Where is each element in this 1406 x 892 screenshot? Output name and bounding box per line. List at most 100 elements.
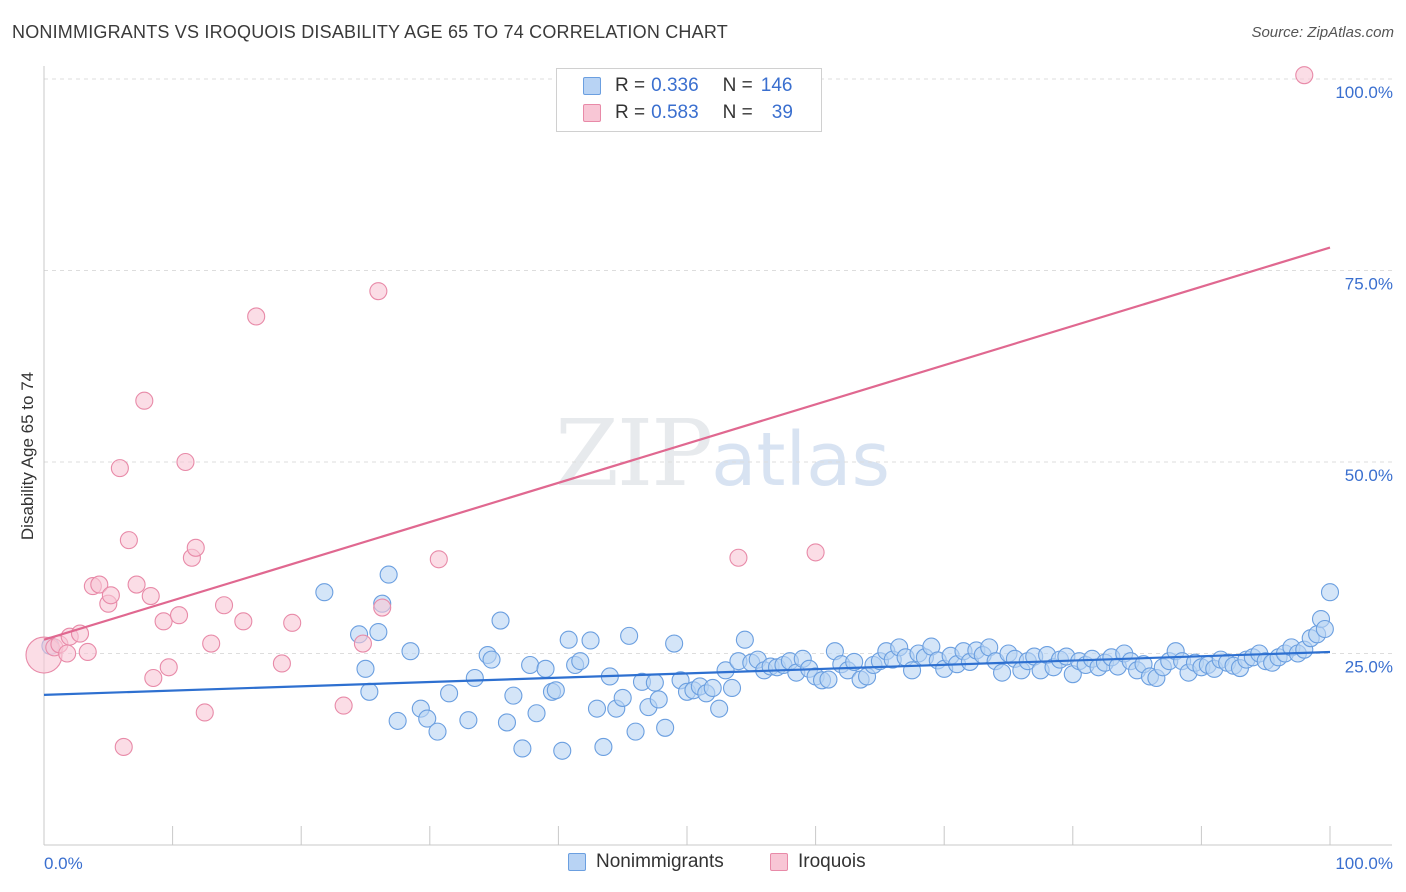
nonimmigrants-point [1315,619,1334,639]
iroquois-point [144,668,163,688]
legend-label: Nonimmigrants [596,851,724,872]
iroquois-point [78,642,97,662]
iroquois-point [110,459,129,478]
nonimmigrants-point [428,722,447,741]
iroquois-point [159,658,178,677]
iroquois-point [247,307,266,326]
nonimmigrants-point [440,684,459,703]
watermark-sub: atlas [711,417,890,503]
nonimmigrants-point [553,741,572,760]
nonimmigrants-point [620,626,639,645]
nonimmigrants-point [735,630,754,649]
nonimmigrants-point [571,652,590,671]
n-value: 146 [760,75,793,96]
iroquois-point [283,613,302,632]
nonimmigrants-point [993,663,1012,682]
nonimmigrants-point [587,699,607,718]
legend-swatch [770,853,788,871]
x-tick-label: 100.0% [1335,854,1393,873]
nonimmigrants-point [536,659,555,678]
nonimmigrants-point [845,652,864,671]
legend-item-iroquois: Iroquois [770,851,866,873]
legend-swatch [568,853,586,871]
iroquois-point [195,703,214,722]
n-label: N = [722,75,753,96]
iroquois-point [234,612,253,631]
iroquois-point [214,596,234,615]
tick-labels: 25.0% 50.0% 75.0% 100.0% 0.0% 100.0% [44,83,1393,873]
nonimmigrants-point [722,678,742,698]
nonimmigrants-point [459,711,478,730]
nonimmigrants-point [645,673,664,692]
watermark: ZIPatlas [555,400,890,507]
nonimmigrants-point [360,682,379,701]
swatch-iroquois [583,104,601,122]
y-tick-label: 100.0% [1335,83,1393,102]
iroquois-point [353,634,372,653]
iroquois-point [202,634,221,653]
watermark-main: ZIP [555,400,713,507]
nonimmigrants-point [482,650,501,669]
nonimmigrants-point [369,623,388,642]
stats-row-nonimmigrants: R = 0.336 N = 146 [583,73,792,99]
nonimmigrants-point [656,718,675,737]
nonimmigrants-point [504,686,523,705]
iroquois-point [369,282,388,301]
nonimmigrants-point [418,709,437,728]
nonimmigrants-point [613,688,632,707]
iroquois-point [135,391,154,410]
nonimmigrants-point [703,678,722,698]
nonimmigrants-point [1320,583,1340,602]
iroquois-point [272,654,291,673]
iroquois-point [101,586,120,605]
nonimmigrants-point [594,737,613,757]
nonimmigrants-point [497,713,517,732]
iroquois-point [1295,66,1314,85]
iroquois-point [58,644,77,663]
iroquois-point [373,598,392,617]
nonimmigrants-point [649,690,668,709]
r-value: 0.583 [651,102,699,123]
iroquois-point [176,452,195,472]
iroquois-point [127,575,146,594]
nonimmigrants-point [626,722,645,741]
chart-title: NONIMMIGRANTS VS IROQUOIS DISABILITY AGE… [12,22,728,42]
stats-legend: R = 0.336 N = 146 R = 0.583 N = 39 [556,68,822,132]
y-axis-label: Disability Age 65 to 74 [18,372,37,540]
nonimmigrants-point [581,631,600,650]
iroquois-trend-line [43,246,1331,641]
axes [43,66,1392,846]
r-label: R = [615,75,646,96]
iroquois-point [119,531,138,550]
nonimmigrants-point [491,611,510,630]
y-tick-label: 50.0% [1345,466,1393,485]
iroquois-point [186,538,205,557]
scatter-points [25,66,1340,760]
gridlines [44,78,1392,654]
nonimmigrants-point [356,659,375,678]
x-tick-label: 0.0% [44,854,83,873]
nonimmigrants-point [521,655,540,675]
nonimmigrants-point [379,565,398,584]
stats-row-iroquois: R = 0.583 N = 39 [583,100,793,126]
nonimmigrants-point [710,699,729,718]
nonimmigrants-point [388,711,407,730]
nonimmigrants-trend-line [43,650,1331,696]
iroquois-point [141,586,160,606]
y-tick-label: 75.0% [1345,275,1393,294]
nonimmigrants-point [665,634,684,653]
legend-item-nonimmigrants: Nonimmigrants [568,851,724,873]
iroquois-point [729,548,748,567]
y-tick-label: 25.0% [1345,658,1393,677]
iroquois-point [169,606,189,625]
r-label: R = [615,102,646,123]
n-value: 39 [771,102,793,123]
iroquois-point [114,737,133,757]
source-label: Source: ZipAtlas.com [1251,24,1394,41]
nonimmigrants-point [902,661,922,680]
nonimmigrants-point [315,583,334,602]
nonimmigrants-point [465,668,484,688]
nonimmigrants-point [513,739,532,758]
nonimmigrants-point [546,681,565,700]
